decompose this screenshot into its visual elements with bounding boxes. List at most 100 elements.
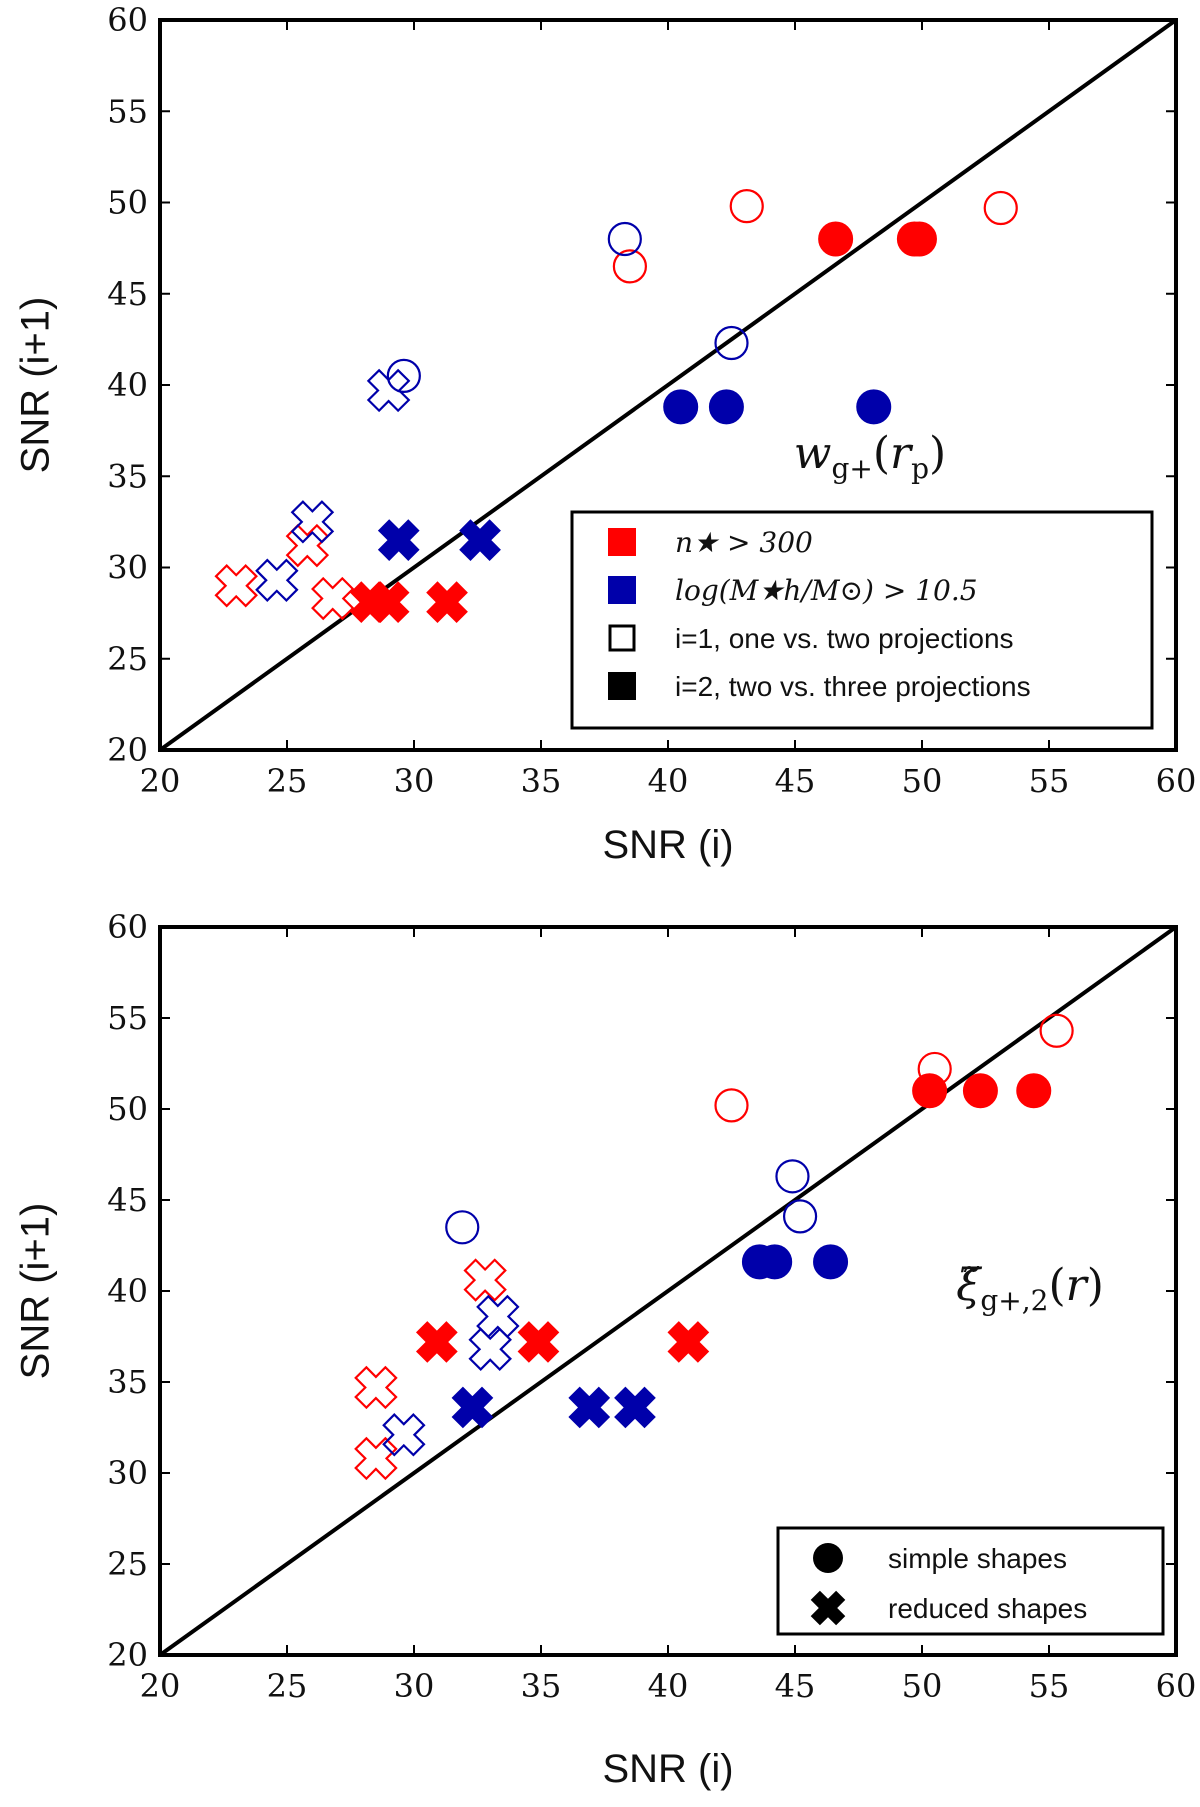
y-tick-label: 60 [107,908,148,946]
data-point [354,1365,398,1410]
data-point [367,581,410,624]
data-point [912,1073,948,1109]
data-point [1016,1073,1052,1109]
data-point [517,1321,560,1363]
legend: simple shapes reduced shapes [776,1526,1165,1636]
y-tick-label: 60 [107,1,148,39]
x-tick-label: 40 [648,1667,689,1705]
x-tick-label: 60 [1156,762,1197,800]
data-point [614,1386,656,1429]
data-point [255,558,299,602]
data-point [214,564,258,608]
legend-box [570,510,1154,730]
data-point [757,1244,793,1280]
data-point [382,1413,426,1457]
y-tick-label: 30 [107,549,148,587]
data-point [962,1073,998,1109]
y-tick-label: 45 [107,1181,148,1219]
legend-swatch [608,528,636,556]
x-tick-label: 20 [140,762,181,800]
series-red-circle-open [714,1013,1074,1123]
legend-swatch [813,1543,843,1573]
y-tick-label: 40 [107,366,148,404]
legend-label: reduced shapes [888,1593,1087,1624]
x-axis-title: SNR (i) [602,1747,733,1791]
data-point [377,519,420,562]
one-to-one-line [158,925,1178,1657]
data-point [354,1436,398,1481]
data-point [714,325,749,361]
data-point [476,1294,520,1339]
data-point [415,1321,458,1363]
y-axis-title: SNR (i+1) [14,1203,58,1380]
x-tick-label: 35 [521,762,562,800]
y-tick-label: 25 [107,1545,148,1583]
panel-annotation: ξ̃g+,2(r) [956,1260,1104,1317]
data-point [463,1258,507,1302]
data-point [782,1199,818,1234]
data-point [1039,1013,1074,1048]
series-blue-circle-open [386,221,749,393]
legend-swatch [608,576,636,604]
data-point [663,389,699,425]
data-point [856,389,892,425]
series-red-circle-filled [818,221,937,257]
y-tick-label: 50 [107,1090,148,1128]
data-point [708,389,744,425]
x-tick-label: 20 [140,1667,181,1705]
x-tick-label: 30 [394,1667,435,1705]
legend-label: i=1, one vs. two projections [675,623,1014,654]
data-point [459,519,501,562]
x-tick-label: 40 [648,762,689,800]
y-tick-label: 20 [107,731,148,769]
y-tick-label: 50 [107,184,148,222]
series-red-x-filled [415,1321,710,1363]
legend-label: i=2, two vs. three projections [675,671,1031,702]
data-point [568,1386,611,1429]
y-tick-label: 40 [107,1272,148,1310]
x-tick-label: 45 [775,762,816,800]
series-blue-x-open [255,368,411,602]
plot-frame [158,18,1178,752]
series-blue-circle-open [445,1159,818,1245]
legend-swatch [608,624,636,652]
legend: n★ > 300 log(M★h/M⊙) > 10.5 i=1, one vs. t… [570,510,1154,730]
y-tick-label: 35 [107,457,148,495]
series-red-circle-filled [912,1073,1052,1109]
series-blue-x-filled [377,519,501,562]
data-point [426,581,468,624]
y-tick-label: 45 [107,275,148,313]
series-blue-x-open [382,1294,520,1457]
chart-panel-1: 20 25 30 35 40 45 50 55 60 20 25 30 35 40 45 50 55 60 wg+(… [14,1,1197,867]
x-tick-label: 25 [267,762,308,800]
y-tick-label: 55 [107,999,148,1037]
data-point [775,1159,810,1194]
y-tick-label: 25 [107,640,148,678]
legend-label: n★ > 300 [675,526,813,559]
y-tick-label: 55 [107,92,148,130]
data-point [386,358,421,393]
x-tick-label: 60 [1156,1667,1197,1705]
data-point [366,368,411,413]
x-tick-label: 50 [902,762,943,800]
x-tick-label: 55 [1029,762,1070,800]
y-axis-title: SNR (i+1) [14,297,58,474]
x-axis-title: SNR (i) [602,823,733,867]
series-red-circle-open [612,189,1018,284]
y-tick-label: 30 [107,1454,148,1492]
data-point [813,1244,849,1280]
one-to-one-line [158,18,1178,752]
x-tick-label: 25 [267,1667,308,1705]
legend-label: log(M★h/M⊙) > 10.5 [675,574,978,607]
data-point [311,576,355,621]
series-blue-x-filled [451,1386,656,1429]
legend-swatch [810,1590,846,1626]
legend-label: simple shapes [888,1543,1067,1574]
series-red-x-open [354,1258,507,1481]
y-tick-label: 35 [107,1363,148,1401]
data-point [290,500,335,544]
data-point [818,221,854,257]
x-tick-label: 35 [521,1667,562,1705]
series-blue-circle-filled [741,1244,849,1280]
